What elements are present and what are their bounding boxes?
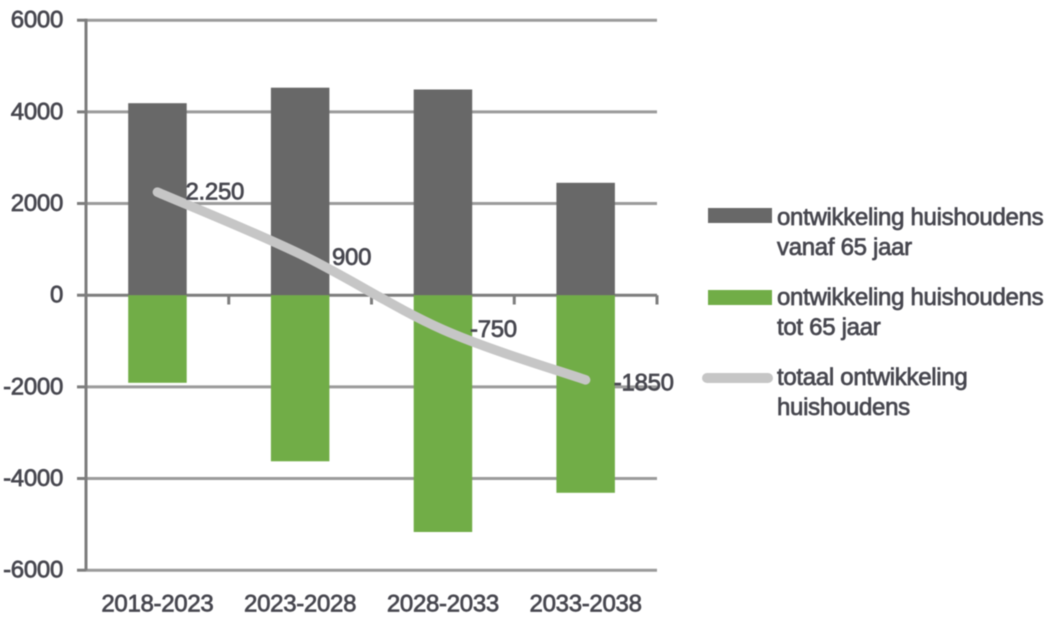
svg-text:totaal ontwikkeling: totaal ontwikkeling <box>777 364 967 391</box>
svg-text:huishoudens: huishoudens <box>777 394 910 421</box>
svg-text:-1850: -1850 <box>614 370 674 397</box>
svg-text:2033-2038: 2033-2038 <box>530 591 642 618</box>
svg-text:tot 65 jaar: tot 65 jaar <box>777 314 881 341</box>
svg-text:2023-2028: 2023-2028 <box>244 591 356 618</box>
svg-text:-6000: -6000 <box>3 557 63 584</box>
svg-text:2000: 2000 <box>11 190 63 217</box>
svg-text:6000: 6000 <box>11 7 63 34</box>
svg-text:vanaf 65 jaar: vanaf 65 jaar <box>777 234 912 261</box>
svg-text:2028-2033: 2028-2033 <box>387 591 499 618</box>
svg-text:-4000: -4000 <box>3 465 63 492</box>
svg-text:900: 900 <box>332 244 371 271</box>
svg-text:-2000: -2000 <box>3 373 63 400</box>
svg-text:4000: 4000 <box>11 98 63 125</box>
svg-text:0: 0 <box>50 282 63 309</box>
svg-text:2018-2023: 2018-2023 <box>101 591 213 618</box>
svg-text:2.250: 2.250 <box>186 179 245 206</box>
svg-text:-750: -750 <box>470 316 517 343</box>
svg-text:ontwikkeling huishoudens: ontwikkeling huishoudens <box>777 284 1044 311</box>
svg-text:ontwikkeling huishoudens: ontwikkeling huishoudens <box>777 204 1044 231</box>
